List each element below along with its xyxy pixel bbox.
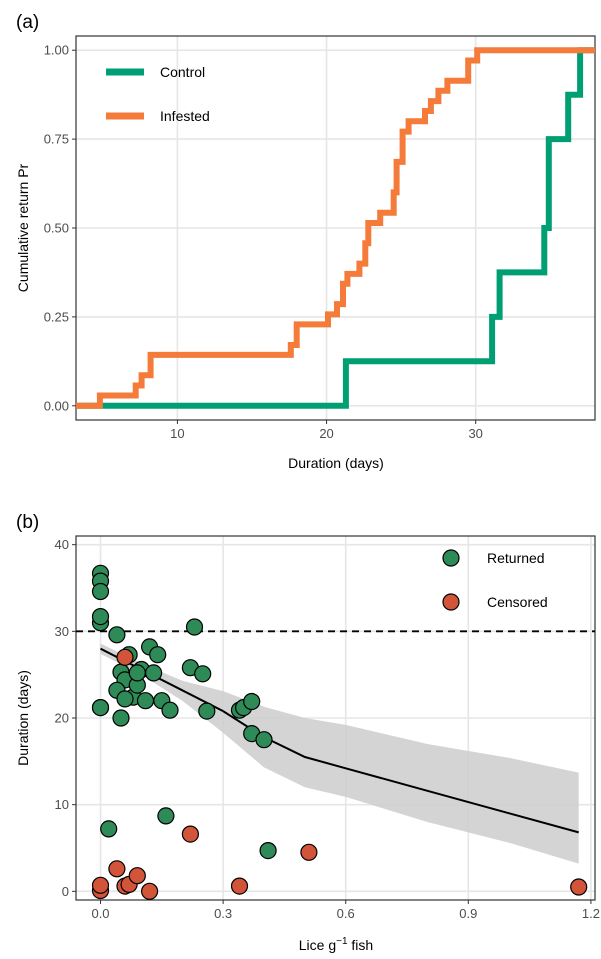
point-returned bbox=[243, 692, 261, 711]
point-returned bbox=[198, 702, 216, 720]
point-censored bbox=[108, 860, 126, 878]
point-returned bbox=[112, 709, 130, 727]
series-line-control bbox=[76, 47, 595, 409]
panel-b-ytick-label: 40 bbox=[55, 537, 69, 552]
point-censored bbox=[181, 825, 199, 843]
panel-b-xtick-label: 1.2 bbox=[582, 906, 600, 921]
legend-label-censored: Censored bbox=[487, 594, 548, 610]
panel-b-ytick-label: 10 bbox=[55, 797, 69, 812]
point-returned bbox=[149, 646, 167, 664]
point-censored bbox=[141, 882, 159, 900]
panel-a-ytick-label: 0.75 bbox=[44, 132, 69, 147]
panel-b: (b) Lice g−1 fish Duration (days) 0.0 0.3… bbox=[15, 512, 600, 953]
panel-a-xlabel: Duration (days) bbox=[288, 455, 384, 471]
point-censored bbox=[116, 648, 134, 666]
panel-b-ytick-label: 30 bbox=[55, 624, 69, 639]
legend-key-censored bbox=[442, 593, 460, 611]
panel-a-border bbox=[75, 35, 596, 421]
panel-a: (a) Duration (days) Cumulative return Pr… bbox=[15, 12, 596, 471]
point-returned bbox=[157, 807, 175, 825]
panel-b-xtick-label: 0.0 bbox=[91, 906, 109, 921]
panel-a-xtick-label: 20 bbox=[319, 426, 333, 441]
point-returned bbox=[255, 731, 273, 749]
panel-a-ytick-label: 1.00 bbox=[44, 43, 69, 58]
point-returned bbox=[145, 664, 163, 682]
point-returned bbox=[91, 698, 110, 717]
series-line-infested bbox=[76, 47, 595, 409]
point-censored bbox=[570, 878, 588, 896]
point-returned bbox=[100, 820, 118, 838]
panel-b-label: (b) bbox=[16, 512, 39, 533]
point-censored bbox=[91, 876, 110, 894]
point-returned bbox=[116, 690, 134, 708]
panel-a-ytick-label: 0.50 bbox=[44, 221, 69, 236]
point-returned bbox=[259, 841, 277, 860]
point-returned bbox=[194, 665, 212, 683]
point-returned bbox=[161, 701, 179, 719]
point-returned bbox=[128, 664, 146, 682]
panel-b-ylabel: Duration (days) bbox=[15, 670, 31, 766]
point-censored bbox=[230, 877, 249, 895]
point-censored bbox=[128, 867, 146, 885]
legend-key-returned bbox=[442, 549, 460, 567]
panel-b-ytick-label: 20 bbox=[55, 711, 69, 726]
confidence-band bbox=[100, 643, 579, 864]
point-returned bbox=[185, 618, 204, 636]
panel-a-label: (a) bbox=[16, 12, 39, 33]
panel-a-xtick-label: 10 bbox=[170, 426, 184, 441]
panel-b-xtick-label: 0.9 bbox=[459, 906, 477, 921]
point-returned bbox=[136, 692, 155, 710]
panel-b-xtick-label: 0.3 bbox=[214, 906, 232, 921]
panel-a-ytick-label: 0.00 bbox=[44, 398, 69, 413]
panel-b-border bbox=[75, 535, 596, 901]
panel-a-ytick-label: 0.25 bbox=[44, 309, 69, 324]
fit-line bbox=[100, 647, 579, 834]
point-censored bbox=[300, 843, 318, 861]
panel-a-ylabel: Cumulative return Pr bbox=[15, 163, 31, 292]
point-returned bbox=[108, 626, 126, 644]
legend-label-returned: Returned bbox=[487, 550, 545, 566]
panel-a-xtick-label: 30 bbox=[468, 426, 482, 441]
panel-b-ytick-label: 0 bbox=[62, 884, 69, 899]
point-returned bbox=[91, 582, 110, 601]
legend-label-control: Control bbox=[160, 64, 205, 80]
panel-b-xlabel: Lice g−1 fish bbox=[299, 936, 373, 953]
panel-b-xtick-label: 0.6 bbox=[337, 906, 355, 921]
legend-label-infested: Infested bbox=[160, 108, 210, 124]
point-returned bbox=[91, 607, 110, 626]
